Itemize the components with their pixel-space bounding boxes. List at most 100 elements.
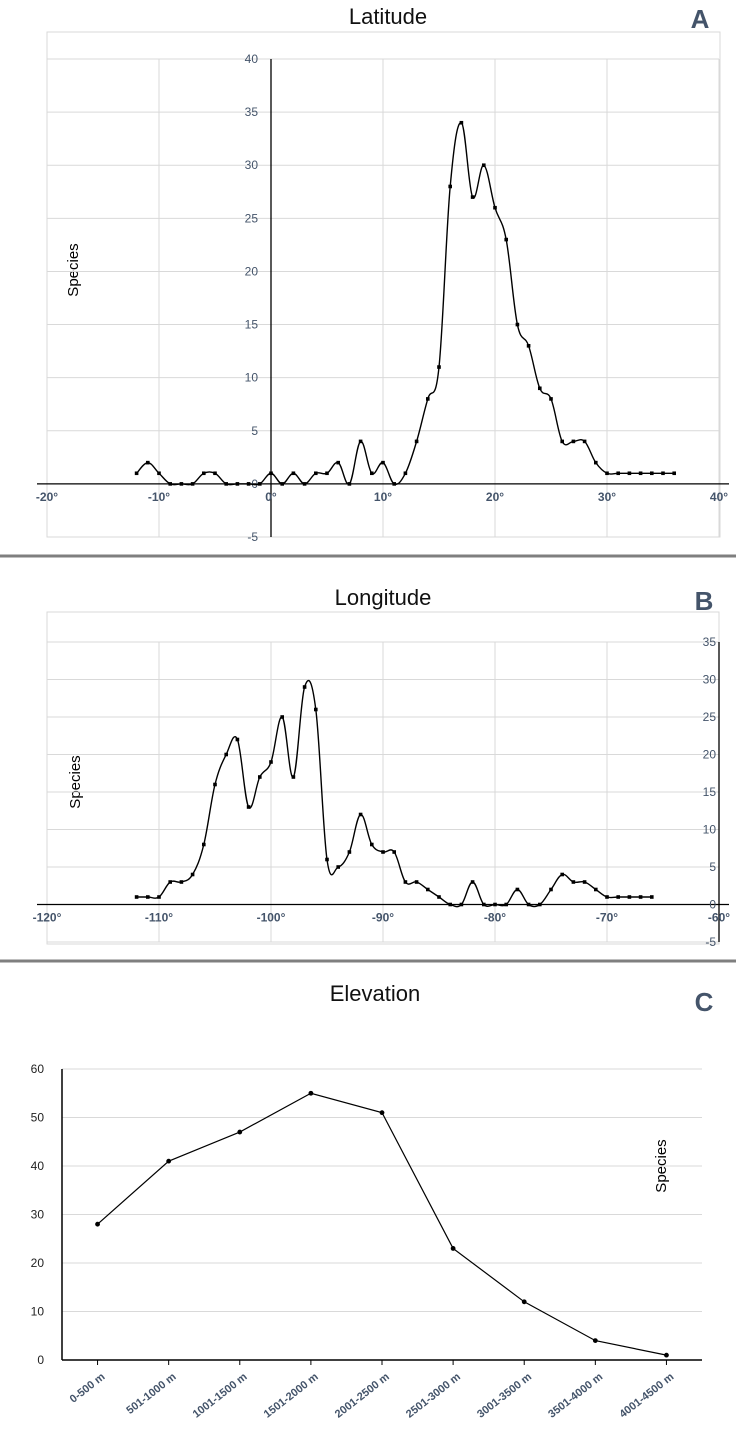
data-point xyxy=(146,895,150,899)
data-point xyxy=(258,482,262,486)
x-tick-label: 40° xyxy=(710,490,728,504)
data-point xyxy=(358,812,363,817)
gridlines xyxy=(46,58,720,538)
data-point xyxy=(146,460,150,465)
data-point xyxy=(616,895,620,899)
data-point xyxy=(571,880,576,884)
data-point xyxy=(605,895,609,899)
axes xyxy=(37,59,729,537)
x-tick-label: -10° xyxy=(148,490,170,504)
data-point xyxy=(605,471,609,476)
series xyxy=(95,1090,669,1358)
gridlines xyxy=(46,641,720,943)
y-tick-label: 5 xyxy=(709,860,716,874)
data-point xyxy=(190,482,195,486)
x-tick-label: 0° xyxy=(265,490,277,504)
data-point xyxy=(291,775,296,779)
data-point xyxy=(470,880,475,884)
data-point xyxy=(482,163,486,168)
x-tick-label: -110° xyxy=(145,911,173,925)
x-tick-labels: -120° -110° -100° -90° -80° -70° -60° xyxy=(33,911,731,925)
data-point xyxy=(638,471,643,476)
y-tick-label: 0 xyxy=(251,477,258,491)
data-point xyxy=(347,482,352,486)
data-point xyxy=(157,895,161,899)
x-tick-label: 3501-4000 m xyxy=(546,1371,605,1421)
x-tick-label: 0-500 m xyxy=(68,1371,108,1406)
x-tick-label: 30° xyxy=(598,490,616,504)
y-tick-label: 15 xyxy=(245,318,259,332)
x-tick-label: 2001-2500 m xyxy=(333,1371,392,1421)
data-point xyxy=(314,471,318,476)
data-point xyxy=(627,471,632,476)
data-point xyxy=(414,880,419,884)
data-point xyxy=(291,471,296,476)
data-point xyxy=(437,895,441,899)
data-point xyxy=(582,439,587,444)
data-point xyxy=(582,880,587,884)
y-tick-label: 40 xyxy=(245,52,259,66)
data-point xyxy=(549,397,553,401)
data-point xyxy=(246,805,251,809)
data-point xyxy=(258,775,262,779)
x-tick-label: -90° xyxy=(372,911,394,925)
data-point xyxy=(213,782,217,787)
y-tick-label: 30 xyxy=(245,158,259,172)
y-tick-label: 35 xyxy=(245,105,259,119)
data-point xyxy=(379,1110,385,1116)
data-point xyxy=(202,471,206,476)
x-tick-label: 20° xyxy=(486,490,504,504)
y-tick-label: 0 xyxy=(37,1353,44,1367)
y-tick-label: 20 xyxy=(245,264,259,278)
data-point xyxy=(627,895,632,899)
data-point xyxy=(571,439,576,444)
data-point xyxy=(325,857,329,862)
data-point xyxy=(515,887,520,892)
data-point xyxy=(616,471,620,476)
data-point xyxy=(493,902,497,907)
y-tick-label: 40 xyxy=(31,1159,45,1173)
data-point xyxy=(179,880,184,884)
data-point xyxy=(235,482,240,486)
y-axis-label: Species xyxy=(65,243,82,296)
data-point xyxy=(672,471,676,476)
y-tick-label: 35 xyxy=(703,635,717,649)
data-point xyxy=(168,880,172,884)
data-point xyxy=(664,1352,669,1358)
data-point xyxy=(592,1338,598,1343)
data-point xyxy=(549,887,553,892)
data-point xyxy=(437,365,441,369)
data-point xyxy=(459,902,464,907)
data-point xyxy=(448,184,452,189)
series xyxy=(134,679,654,908)
data-point xyxy=(560,872,564,877)
data-point xyxy=(381,850,385,854)
x-tick-label: 1001-1500 m xyxy=(191,1371,250,1421)
data-point xyxy=(370,842,374,847)
data-point xyxy=(269,471,273,476)
data-point xyxy=(381,460,385,465)
data-point xyxy=(134,895,139,899)
data-point xyxy=(280,715,284,719)
data-point xyxy=(560,439,564,444)
data-point xyxy=(168,482,172,486)
series-line xyxy=(97,1092,667,1356)
data-point xyxy=(190,872,195,877)
data-point xyxy=(280,482,284,486)
axes xyxy=(37,642,729,942)
y-tick-label: 60 xyxy=(31,1062,45,1076)
x-tick-label: 2501-3000 m xyxy=(404,1371,463,1421)
data-point xyxy=(450,1246,456,1251)
y-tick-labels: -5 0 5 10 15 20 25 30 35 40 xyxy=(245,52,259,544)
y-tick-labels: 0 10 20 30 40 50 60 xyxy=(31,1062,45,1367)
y-tick-label: 0 xyxy=(709,898,716,912)
data-point xyxy=(650,895,654,899)
data-point xyxy=(213,471,217,476)
data-point xyxy=(308,1090,314,1096)
x-tick-label: -20° xyxy=(36,490,58,504)
gridlines xyxy=(62,1068,702,1312)
data-point xyxy=(392,482,396,486)
chart-title: Longitude xyxy=(335,585,432,610)
